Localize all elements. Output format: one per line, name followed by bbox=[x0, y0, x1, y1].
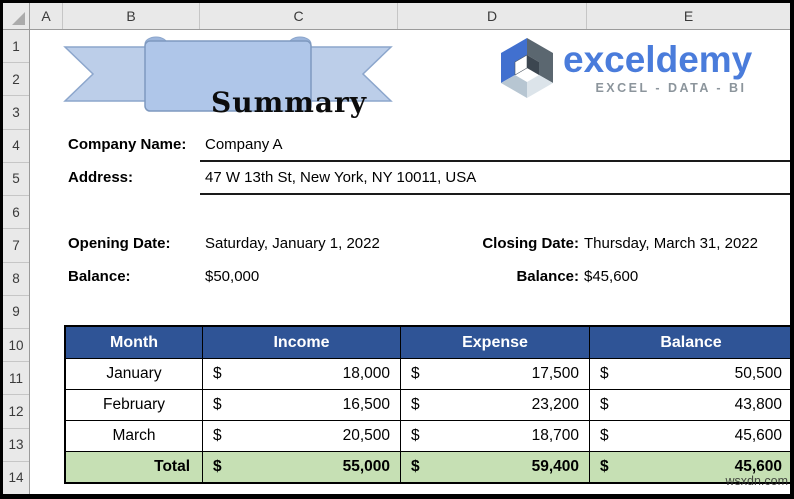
column-header-d[interactable]: D bbox=[398, 3, 587, 29]
currency-symbol: $ bbox=[213, 396, 222, 413]
row-header-10[interactable]: 10 bbox=[3, 329, 29, 363]
row-header-14[interactable]: 14 bbox=[8, 470, 24, 486]
address-label: Address: bbox=[68, 169, 134, 186]
worksheet: A B C D E 1 2 3 4 5 6 7 8 9 10 11 12 13 … bbox=[3, 3, 790, 494]
row-header-1[interactable]: 1 bbox=[3, 30, 29, 64]
address-value[interactable]: 47 W 13th St, New York, NY 10011, USA bbox=[205, 169, 477, 186]
table-total-label[interactable]: Total bbox=[66, 451, 202, 482]
currency-symbol: $ bbox=[411, 396, 420, 413]
table-header-expense[interactable]: Expense bbox=[400, 327, 589, 358]
row-header-7[interactable]: 7 bbox=[3, 229, 29, 263]
row-header-9[interactable]: 9 bbox=[3, 296, 29, 329]
table-cell-expense[interactable]: $23,200 bbox=[400, 389, 589, 420]
logo-wordmark: exceldemy bbox=[563, 39, 753, 80]
amount: 45,600 bbox=[734, 458, 782, 475]
row-header-13[interactable]: 13 bbox=[3, 429, 29, 462]
table-cell-balance[interactable]: $43,800 bbox=[589, 389, 790, 420]
table-total-income[interactable]: $55,000 bbox=[202, 451, 400, 482]
row-header-4[interactable]: 4 bbox=[3, 130, 29, 163]
banner-title: Summary bbox=[211, 86, 367, 119]
table-header-income[interactable]: Income bbox=[202, 327, 400, 358]
opening-date-value[interactable]: Saturday, January 1, 2022 bbox=[205, 235, 380, 252]
row-header-2[interactable]: 2 bbox=[3, 63, 29, 97]
company-name-underline bbox=[200, 160, 790, 162]
address-underline bbox=[200, 193, 790, 195]
table-total-expense[interactable]: $59,400 bbox=[400, 451, 589, 482]
currency-symbol: $ bbox=[600, 427, 609, 444]
row-header-5[interactable]: 5 bbox=[3, 163, 29, 197]
column-header-b[interactable]: B bbox=[63, 3, 200, 29]
table-cell-month[interactable]: February bbox=[66, 389, 202, 420]
currency-symbol: $ bbox=[411, 458, 420, 475]
amount: 50,500 bbox=[734, 365, 782, 382]
currency-symbol: $ bbox=[411, 365, 420, 382]
closing-balance-label: Balance: bbox=[516, 268, 579, 285]
table-header-month[interactable]: Month bbox=[66, 327, 202, 358]
currency-symbol: $ bbox=[600, 396, 609, 413]
table-cell-balance[interactable]: $45,600 bbox=[589, 420, 790, 451]
monthly-summary-table: Month Income Expense Balance January $18… bbox=[64, 325, 790, 484]
currency-symbol: $ bbox=[213, 458, 222, 475]
column-header-e[interactable]: E bbox=[683, 8, 694, 24]
company-name-value[interactable]: Company A bbox=[205, 136, 283, 153]
watermark: wsxdn.com bbox=[725, 474, 788, 488]
opening-balance-label: Balance: bbox=[68, 268, 131, 285]
amount: 18,700 bbox=[531, 427, 579, 444]
column-header-a[interactable]: A bbox=[30, 3, 63, 29]
select-all-corner[interactable] bbox=[3, 3, 30, 29]
row-header-3[interactable]: 3 bbox=[3, 96, 29, 130]
table-cell-month[interactable]: January bbox=[66, 358, 202, 389]
opening-date-label: Opening Date: bbox=[68, 235, 171, 252]
table-cell-income[interactable]: $20,500 bbox=[202, 420, 400, 451]
table-cell-expense[interactable]: $17,500 bbox=[400, 358, 589, 389]
table-cell-month[interactable]: March bbox=[66, 420, 202, 451]
column-header-strip: A B C D E bbox=[3, 3, 790, 30]
row-header-strip: 1 2 3 4 5 6 7 8 9 10 11 12 13 14 bbox=[3, 30, 30, 494]
closing-date-label: Closing Date: bbox=[482, 235, 579, 252]
currency-symbol: $ bbox=[213, 427, 222, 444]
amount: 45,600 bbox=[734, 427, 782, 444]
currency-symbol: $ bbox=[600, 458, 609, 475]
currency-symbol: $ bbox=[411, 427, 420, 444]
currency-symbol: $ bbox=[213, 365, 222, 382]
summary-banner: Summary bbox=[63, 33, 393, 119]
exceldemy-logo: exceldemy EXCEL - DATA - BI bbox=[493, 33, 789, 103]
row-header-6[interactable]: 6 bbox=[3, 196, 29, 230]
closing-date-value[interactable]: Thursday, March 31, 2022 bbox=[584, 235, 758, 252]
amount: 16,500 bbox=[342, 396, 390, 413]
currency-symbol: $ bbox=[600, 365, 609, 382]
table-cell-expense[interactable]: $18,700 bbox=[400, 420, 589, 451]
table-cell-income[interactable]: $18,000 bbox=[202, 358, 400, 389]
exceldemy-cube-icon bbox=[501, 38, 553, 98]
company-name-label: Company Name: bbox=[68, 136, 187, 153]
table-cell-balance[interactable]: $50,500 bbox=[589, 358, 790, 389]
amount: 20,500 bbox=[342, 427, 390, 444]
amount: 23,200 bbox=[531, 396, 579, 413]
amount: 55,000 bbox=[342, 458, 390, 475]
table-total-balance[interactable]: $45,600 bbox=[589, 451, 790, 482]
logo-tagline: EXCEL - DATA - BI bbox=[595, 81, 747, 95]
amount: 59,400 bbox=[531, 458, 579, 475]
amount: 17,500 bbox=[531, 365, 579, 382]
table-cell-income[interactable]: $16,500 bbox=[202, 389, 400, 420]
table-header-balance[interactable]: Balance bbox=[589, 327, 790, 358]
opening-balance-value[interactable]: $50,000 bbox=[205, 268, 260, 285]
row-header-11[interactable]: 11 bbox=[3, 362, 29, 396]
ribbon-banner-shape bbox=[63, 36, 393, 112]
column-header-c[interactable]: C bbox=[200, 3, 398, 29]
row-header-12[interactable]: 12 bbox=[3, 395, 29, 429]
amount: 18,000 bbox=[342, 365, 390, 382]
select-all-triangle-icon bbox=[12, 12, 25, 25]
row-header-8[interactable]: 8 bbox=[3, 263, 29, 296]
amount: 43,800 bbox=[734, 396, 782, 413]
closing-balance-value[interactable]: $45,600 bbox=[584, 268, 639, 285]
